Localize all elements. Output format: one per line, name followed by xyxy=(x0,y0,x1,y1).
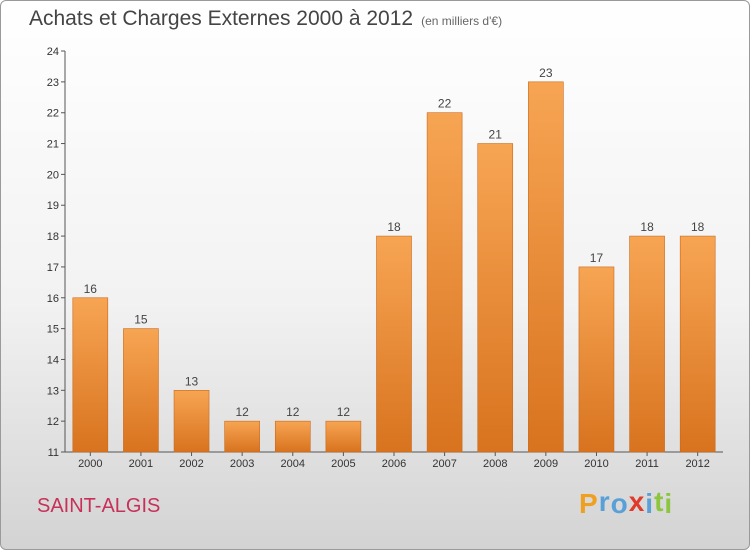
bar-value-label: 17 xyxy=(590,251,604,265)
bar-value-label: 12 xyxy=(286,405,300,419)
x-tick-label: 2000 xyxy=(78,458,102,470)
logo-letter: i xyxy=(645,488,655,519)
x-tick-label: 2009 xyxy=(534,458,558,470)
y-tick-label: 24 xyxy=(47,46,59,58)
chart-title: Achats et Charges Externes 2000 à 2012 (e… xyxy=(29,7,502,31)
y-tick-label: 13 xyxy=(47,385,59,397)
y-tick-label: 18 xyxy=(47,231,59,243)
y-tick-label: 12 xyxy=(47,416,59,428)
chart-subtitle: (en milliers d'€) xyxy=(421,14,503,28)
bar-2007 xyxy=(426,112,463,453)
x-tick-label: 2011 xyxy=(635,458,659,470)
y-tick-label: 11 xyxy=(48,447,59,459)
bars: 16 15 13 12 12 12 18 22 21 23 17 18 18 xyxy=(72,66,716,453)
bar-2011 xyxy=(629,235,665,453)
x-tick-label: 2006 xyxy=(382,458,406,470)
x-tick-label: 2005 xyxy=(331,458,355,470)
x-tick-label: 2001 xyxy=(129,458,153,470)
logo-letter: i xyxy=(664,488,674,519)
bar-value-label: 18 xyxy=(691,220,705,234)
bar-value-label: 13 xyxy=(185,374,199,388)
x-tick-label: 2002 xyxy=(179,458,203,470)
bar-value-label: 18 xyxy=(640,220,654,234)
bar-2005 xyxy=(325,420,362,453)
x-tick-label: 2007 xyxy=(432,458,456,470)
y-tick-label: 20 xyxy=(47,169,59,181)
logo-letter: x xyxy=(628,486,646,517)
y-tick-label: 23 xyxy=(47,77,59,89)
proxiti-logo: Proxiti xyxy=(579,486,674,520)
logo-letter: t xyxy=(654,486,665,517)
bar-2008 xyxy=(477,143,514,453)
x-tick-label: 2003 xyxy=(230,458,254,470)
x-tick-label: 2008 xyxy=(483,458,507,470)
bar-2006 xyxy=(376,235,412,453)
logo-letter: o xyxy=(610,488,629,519)
bar-value-label: 23 xyxy=(539,66,553,80)
y-tick-label: 14 xyxy=(47,354,59,366)
x-tick-label: 2010 xyxy=(584,458,608,470)
bar-value-label: 22 xyxy=(438,97,452,111)
bar-2012 xyxy=(679,235,716,453)
bar-value-label: 21 xyxy=(489,128,503,142)
bar-value-label: 12 xyxy=(337,405,351,419)
bar-2004 xyxy=(274,420,311,453)
y-tick-label: 21 xyxy=(47,139,59,151)
y-tick-label: 15 xyxy=(47,324,59,336)
bar-2001 xyxy=(123,328,159,453)
x-tick-label: 2004 xyxy=(281,458,305,470)
bar-2003 xyxy=(224,420,260,453)
bar-2002 xyxy=(173,390,210,453)
bar-2009 xyxy=(528,81,564,453)
bar-value-label: 12 xyxy=(235,405,249,419)
bar-2010 xyxy=(578,266,615,453)
x-tick-label: 2012 xyxy=(685,458,709,470)
commune-name: SAINT-ALGIS xyxy=(37,495,161,517)
logo-letter: P xyxy=(579,488,599,519)
bar-value-label: 16 xyxy=(84,282,98,296)
y-tick-label: 17 xyxy=(47,262,59,274)
y-tick-label: 19 xyxy=(47,200,59,212)
logo-letter: r xyxy=(598,486,611,517)
bar-2000 xyxy=(72,297,109,453)
y-tick-label: 22 xyxy=(47,108,59,120)
bar-value-label: 15 xyxy=(134,313,148,327)
y-tick-label: 16 xyxy=(47,293,59,305)
bar-value-label: 18 xyxy=(387,220,401,234)
chart-title-text: Achats et Charges Externes 2000 à 2012 xyxy=(29,7,414,30)
